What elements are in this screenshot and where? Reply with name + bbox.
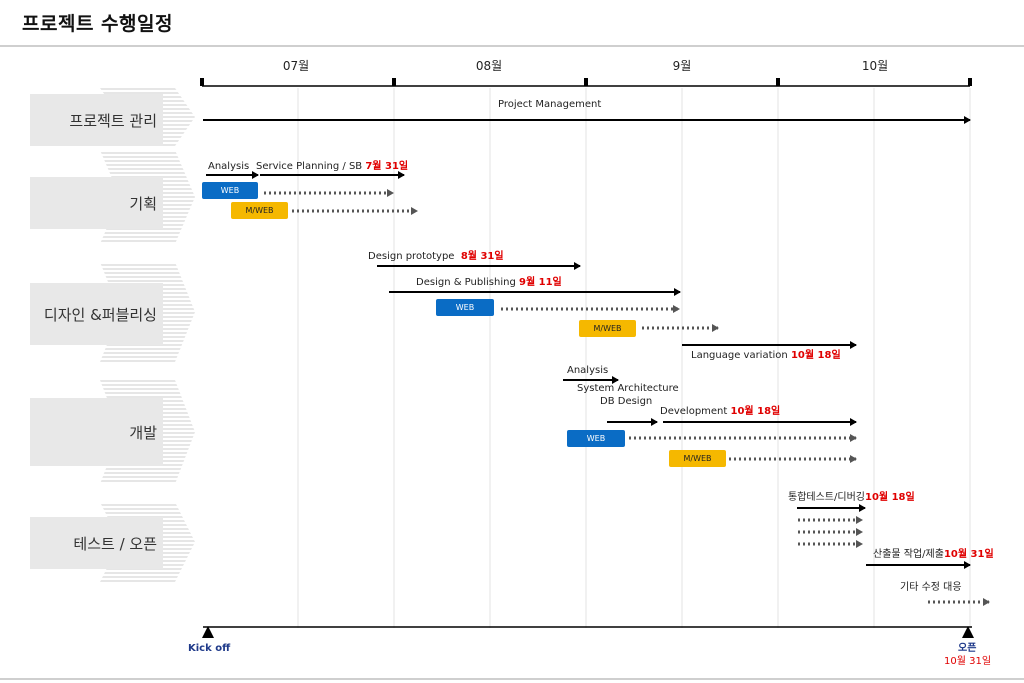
- dotted-arrows: [264, 189, 990, 606]
- month-label-sep: 9월: [672, 59, 692, 73]
- footer-divider: [0, 678, 1024, 680]
- integration-test-label: 통합테스트/디버깅10월 18일: [788, 492, 915, 503]
- pm-label: Project Management: [498, 99, 602, 110]
- phase-label: 프로젝트 관리: [69, 111, 157, 130]
- misc-fix-label: 기타 수정 대응: [900, 582, 962, 593]
- service-planning-label: Service Planning / SB 7월 31일: [256, 161, 409, 172]
- phase-box-dev: 개발: [30, 398, 163, 466]
- bottom-timeline: [202, 626, 974, 638]
- header-divider: [0, 45, 1024, 47]
- phase-label: 개발: [129, 423, 157, 442]
- development-label: Development 10월 18일: [660, 406, 781, 417]
- month-label-jul: 07월: [282, 59, 310, 73]
- month-label-oct: 10월: [861, 59, 889, 73]
- mweb-badge: M/WEB: [669, 450, 726, 467]
- db-design-label: DB Design: [600, 396, 653, 407]
- mweb-badge: M/WEB: [231, 202, 288, 219]
- open-label: 오픈: [958, 643, 977, 654]
- dev-analysis-label: Analysis: [567, 365, 609, 376]
- phase-label: 테스트 / 오픈: [73, 534, 157, 553]
- task-arrows: [203, 116, 971, 569]
- language-variation-label: Language variation 10월 18일: [691, 350, 841, 361]
- mweb-badge: M/WEB: [579, 320, 636, 337]
- phase-box-pm: 프로젝트 관리: [30, 94, 163, 146]
- deliverables-label: 산출물 작업/제출10월 31일: [873, 549, 994, 560]
- phase-box-planning: 기획: [30, 177, 163, 229]
- phase-box-test: 테스트 / 오픈: [30, 517, 163, 569]
- timeline-axis: [200, 78, 972, 87]
- system-architecture-label: System Architecture: [577, 383, 679, 394]
- kickoff-label: Kick off: [188, 643, 231, 654]
- design-publishing-label: Design & Publishing 9월 11일: [416, 277, 562, 288]
- phase-label: 디자인 &퍼블리싱: [43, 305, 157, 324]
- grid-lines: [297, 88, 971, 628]
- month-label-aug: 08월: [475, 59, 503, 73]
- phase-label: 기획: [129, 194, 157, 213]
- web-badge: WEB: [202, 182, 258, 199]
- phase-box-design: 디자인 &퍼블리싱: [30, 283, 163, 345]
- web-badge: WEB: [436, 299, 494, 316]
- open-date-label: 10월 31일: [944, 656, 992, 667]
- open-marker: [962, 626, 974, 638]
- kickoff-marker: [202, 626, 214, 638]
- design-prototype-label: Design prototype 8월 31일: [368, 251, 504, 262]
- web-badge: WEB: [567, 430, 625, 447]
- analysis-label: Analysis: [208, 161, 250, 172]
- page-title: 프로젝트 수행일정: [22, 13, 173, 35]
